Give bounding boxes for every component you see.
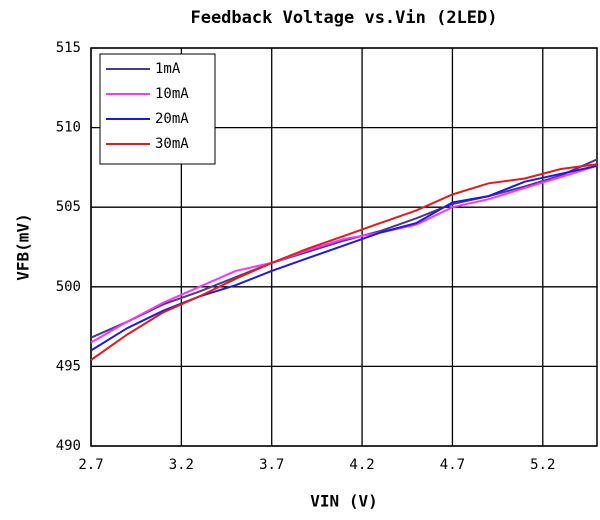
- y-tick-label: 500: [56, 279, 81, 295]
- x-tick-label: 4.2: [349, 457, 374, 473]
- legend-label: 30mA: [155, 136, 189, 152]
- y-tick-label: 515: [56, 40, 81, 56]
- chart-title: Feedback Voltage vs.Vin (2LED): [190, 8, 497, 28]
- x-tick-label: 5.2: [530, 457, 555, 473]
- y-axis-label: VFB(mV): [14, 213, 33, 280]
- data-line: [90, 163, 598, 361]
- legend-label: 20mA: [155, 111, 189, 127]
- x-axis-label: VIN (V): [310, 492, 377, 511]
- y-tick-label: 510: [56, 120, 81, 136]
- x-tick-label: 2.7: [78, 457, 103, 473]
- x-tick-label: 3.7: [259, 457, 284, 473]
- legend-label: 10mA: [155, 86, 189, 102]
- y-tick-label: 495: [56, 358, 81, 374]
- data-line: [90, 158, 598, 339]
- legend-box: [99, 53, 216, 165]
- legend-label: 1mA: [155, 61, 181, 77]
- x-tick-label: 4.7: [440, 457, 465, 473]
- y-tick-label: 505: [56, 199, 81, 215]
- data-line: [90, 164, 598, 344]
- y-tick-label: 490: [56, 438, 81, 454]
- x-tick-label: 3.2: [169, 457, 194, 473]
